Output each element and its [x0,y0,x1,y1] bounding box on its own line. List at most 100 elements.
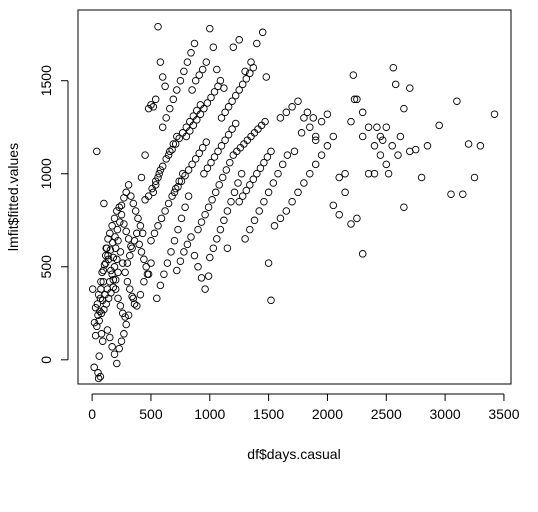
data-point [347,220,355,228]
data-point [98,268,106,277]
data-point [260,197,268,206]
data-point [453,97,461,105]
data-point [177,214,186,223]
data-point [141,151,149,159]
data-point [94,374,103,383]
y-tick-label: 500 [38,255,54,279]
data-point [154,173,162,182]
data-point [137,248,146,256]
data-point [323,110,332,118]
data-point [294,97,302,105]
data-point [150,229,159,238]
data-point [276,114,285,122]
data-point [191,76,200,85]
data-point [198,143,207,152]
data-point [256,164,265,172]
data-point [373,123,381,131]
data-point [238,192,247,200]
data-point [136,290,145,299]
data-point [108,222,116,230]
data-point [188,160,196,169]
data-point [300,179,308,187]
data-point [283,151,292,159]
data-point [176,257,185,265]
data-point [317,151,326,159]
data-point [364,123,373,131]
data-point [353,95,361,104]
data-point [464,140,473,148]
data-point [153,294,161,303]
data-point [388,142,396,150]
plot-frame [77,9,512,385]
data-point [106,246,115,254]
data-point [246,225,254,234]
data-point [163,259,172,267]
data-point [133,229,141,238]
data-point [96,294,105,303]
data-point [100,261,109,269]
data-point [220,84,228,92]
data-point [350,95,359,104]
data-point [211,188,220,197]
data-point [237,169,246,178]
x-axis-title: df$days.casual [247,446,340,462]
data-point [157,214,166,223]
data-point [261,117,269,126]
data-point [241,67,249,76]
data-point [173,132,181,141]
data-point [382,123,391,131]
data-point [204,203,213,211]
y-axis: 0 500 1000 1500 [38,65,69,364]
data-point [197,274,206,282]
data-point [110,350,119,358]
data-point [207,93,215,102]
data-point [173,86,181,94]
x-tick-label: 3000 [430,406,461,422]
data-point [90,363,98,372]
x-tick-label: 2000 [312,406,343,422]
data-point [121,268,129,277]
data-point [95,352,103,360]
data-point [156,166,165,174]
data-point [93,147,101,156]
data-point [184,166,193,174]
data-point [196,110,205,118]
data-point [138,229,147,238]
data-point [133,302,141,310]
data-point [122,320,130,329]
data-point [234,179,242,187]
data-point [115,344,123,353]
data-point [209,244,218,252]
data-point [329,132,338,141]
data-point [242,75,251,83]
data-point [201,285,209,293]
data-point [126,285,134,293]
y-axis-title: lmfit$fitted.values [5,143,21,251]
data-point [220,216,228,225]
data-point [99,266,108,275]
data-point [147,236,155,245]
data-point [96,307,104,316]
data-point [142,263,150,271]
data-point [247,58,255,66]
data-point [223,207,232,215]
data-point [180,248,188,256]
data-point [309,114,318,122]
data-point [417,173,426,182]
data-point [311,160,320,169]
data-point [173,266,181,275]
data-point [341,169,349,178]
data-point [391,80,400,89]
data-point [166,104,174,113]
data-point [188,86,196,94]
data-point [224,130,233,139]
data-point [274,169,282,178]
data-point [194,263,202,271]
data-point [216,76,225,85]
data-point [198,65,207,74]
data-point [113,359,121,368]
data-point [137,173,146,182]
x-tick-label: 1500 [253,406,284,422]
data-point [183,58,192,66]
data-point [124,311,133,319]
